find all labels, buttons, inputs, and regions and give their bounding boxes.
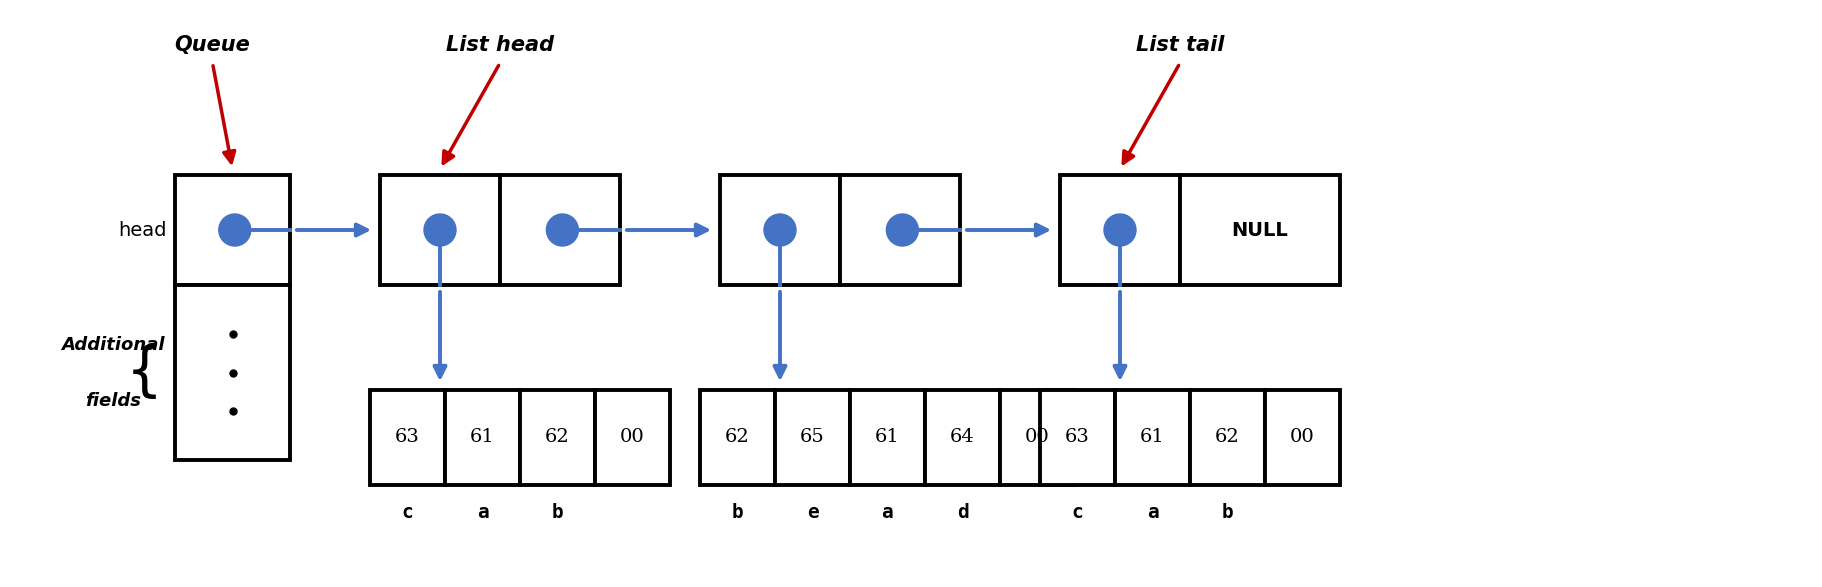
- Bar: [499, 175, 619, 285]
- Circle shape: [885, 214, 918, 246]
- Bar: [519, 390, 596, 485]
- Bar: [774, 390, 851, 485]
- Text: NULL: NULL: [1232, 221, 1288, 239]
- Text: b: b: [1221, 504, 1233, 522]
- Text: List tail: List tail: [1135, 35, 1224, 55]
- Bar: [1115, 390, 1190, 485]
- Bar: [1264, 390, 1339, 485]
- Text: 00: 00: [1026, 429, 1049, 447]
- Bar: [1060, 175, 1181, 285]
- Text: e: e: [807, 504, 818, 522]
- Text: a: a: [882, 504, 893, 522]
- Bar: [720, 175, 840, 285]
- Text: 61: 61: [470, 429, 496, 447]
- Text: head: head: [118, 221, 168, 239]
- Text: c: c: [401, 504, 414, 522]
- Bar: [1040, 390, 1115, 485]
- Text: a: a: [477, 504, 488, 522]
- Text: 61: 61: [875, 429, 900, 447]
- Circle shape: [425, 214, 456, 246]
- Text: fields: fields: [86, 392, 140, 410]
- Text: b: b: [552, 504, 563, 522]
- Circle shape: [547, 214, 578, 246]
- Bar: [175, 285, 290, 460]
- Text: 00: 00: [619, 429, 645, 447]
- Bar: [175, 175, 290, 285]
- Text: 63: 63: [1066, 429, 1090, 447]
- Circle shape: [1104, 214, 1135, 246]
- Circle shape: [763, 214, 796, 246]
- Text: 61: 61: [1141, 429, 1164, 447]
- Bar: [851, 390, 926, 485]
- Text: 62: 62: [1215, 429, 1241, 447]
- Bar: [1181, 175, 1339, 285]
- Text: {: {: [126, 344, 162, 401]
- Text: b: b: [732, 504, 743, 522]
- Bar: [445, 390, 519, 485]
- Text: d: d: [957, 504, 967, 522]
- Bar: [840, 175, 960, 285]
- Bar: [926, 390, 1000, 485]
- Bar: [700, 390, 774, 485]
- Text: a: a: [1146, 504, 1159, 522]
- Bar: [596, 390, 670, 485]
- Circle shape: [219, 214, 251, 246]
- Bar: [370, 390, 445, 485]
- Text: 65: 65: [800, 429, 825, 447]
- Text: 64: 64: [949, 429, 975, 447]
- Text: c: c: [1071, 504, 1084, 522]
- Bar: [1000, 390, 1075, 485]
- Bar: [1190, 390, 1264, 485]
- Text: 63: 63: [395, 429, 419, 447]
- Text: 00: 00: [1290, 429, 1315, 447]
- Text: List head: List head: [446, 35, 554, 55]
- Text: Additional: Additional: [62, 336, 164, 353]
- Bar: [381, 175, 499, 285]
- Text: Queue: Queue: [175, 35, 250, 55]
- Text: 62: 62: [725, 429, 751, 447]
- Text: 62: 62: [545, 429, 570, 447]
